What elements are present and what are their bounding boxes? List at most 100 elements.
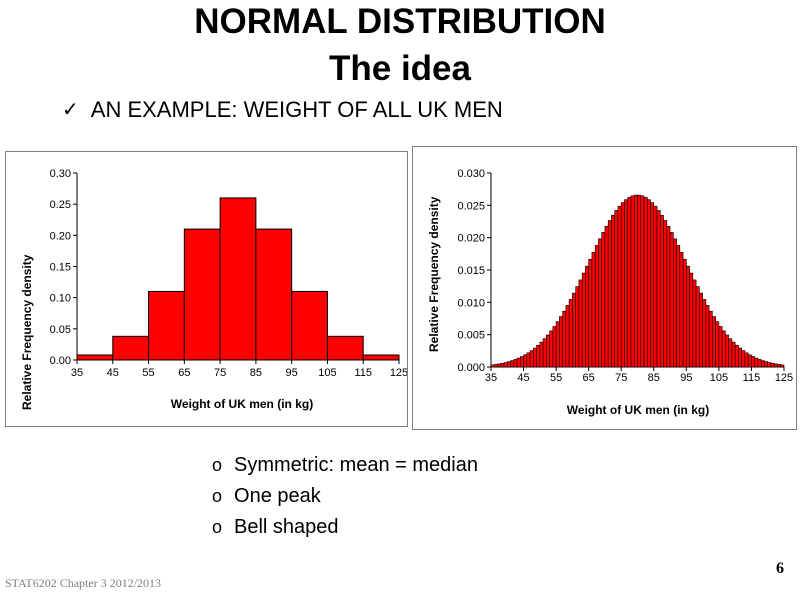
distribution-bar [552, 326, 557, 368]
distribution-bar [705, 305, 710, 368]
distribution-bar [669, 232, 674, 368]
properties-list: o Symmetric: mean = median o One peak o … [212, 450, 478, 543]
distribution-bar [506, 361, 511, 368]
distribution-bar [493, 364, 498, 368]
slide-subtitle: The idea [329, 49, 471, 88]
histogram-bar [183, 228, 221, 361]
distribution-bar [689, 272, 694, 368]
distribution-bar [549, 330, 554, 368]
distribution-bar [578, 279, 583, 368]
distribution-bar [764, 361, 769, 368]
distribution-bar [601, 232, 606, 368]
distribution-bar [650, 202, 655, 368]
distribution-bar [533, 347, 537, 368]
x-tick-label: 45 [107, 367, 119, 379]
distribution-bar [555, 321, 560, 368]
histogram-bar [291, 290, 328, 361]
distribution-bar [741, 350, 746, 368]
y-tick-label: 0.10 [50, 293, 71, 305]
x-tick-label: 95 [286, 367, 298, 379]
list-item: o Bell shaped [212, 512, 478, 543]
y-tick-label: 0.15 [50, 262, 71, 274]
x-tick-label: 125 [390, 367, 407, 379]
distribution-bar [715, 321, 720, 368]
distribution-bar [708, 310, 713, 368]
distribution-bar [637, 194, 642, 368]
normal-curve-chart-panel: 0.000 0.005 0.010 0.015 0.020 0.025 0.030 35 45 5… [412, 146, 797, 430]
x-tick-label: 105 [710, 372, 728, 384]
distribution-bar [731, 341, 736, 368]
distribution-bar [718, 326, 723, 368]
y-tick-label: 0.020 [457, 233, 485, 245]
distribution-bar [546, 334, 550, 368]
y-tick-label: 0.20 [50, 230, 71, 242]
slide-title: NORMAL DISTRIBUTION [194, 2, 606, 41]
distribution-bar [773, 363, 778, 368]
x-tick-label: 125 [775, 372, 793, 384]
x-tick-label: 85 [648, 372, 660, 384]
y-tick-label: 0.30 [50, 168, 71, 180]
distribution-bar [734, 344, 739, 368]
distribution-bar [686, 265, 690, 368]
distribution-bar [728, 338, 733, 368]
x-tick-label: 55 [550, 372, 562, 384]
x-tick-label: 85 [250, 367, 262, 379]
bullet-marker: o [212, 486, 223, 506]
bullet-marker: o [212, 517, 223, 537]
distribution-bar [572, 292, 576, 368]
x-tick-label: 105 [318, 367, 336, 379]
distribution-bar [523, 354, 528, 368]
distribution-bar [780, 364, 785, 368]
x-tick-label: 65 [178, 367, 190, 379]
distribution-bar [630, 195, 635, 368]
histogram-chart-panel: 0.00 0.05 0.10 0.15 0.20 0.25 0.30 35 45 55 65 75 85… [5, 151, 408, 427]
distribution-bar [676, 245, 681, 368]
distribution-bar [695, 286, 700, 368]
normal-curve-chart: 0.000 0.005 0.010 0.015 0.020 0.025 0.030 35 45 5… [427, 168, 793, 417]
y-tick-label: 0.25 [50, 199, 71, 211]
check-icon: ✓ [62, 99, 79, 121]
distribution-bar [565, 305, 570, 368]
histogram-bar [219, 197, 257, 361]
distribution-bar [659, 214, 664, 368]
distribution-bar [620, 202, 625, 368]
y-tick-label: 0.000 [457, 362, 485, 374]
x-axis-label: Weight of UK men (in kg) [171, 397, 313, 411]
distribution-bar [725, 334, 729, 368]
distribution-bar [712, 316, 716, 368]
distribution-bar [503, 362, 508, 368]
distribution-bar [588, 258, 593, 368]
distribution-bar [562, 310, 567, 368]
list-item: o One peak [212, 481, 478, 512]
histogram-bar [255, 228, 293, 361]
bullet-text: Symmetric: mean = median [234, 454, 478, 476]
x-tick-label: 75 [615, 372, 627, 384]
x-tick-label: 35 [71, 367, 83, 379]
distribution-bar [607, 220, 612, 368]
x-tick-label: 115 [743, 372, 761, 384]
distribution-bar [721, 330, 726, 368]
distribution-bar [633, 194, 638, 368]
distribution-bar [767, 362, 772, 368]
distribution-bar [575, 286, 580, 368]
distribution-bar [585, 265, 589, 368]
x-tick-label: 35 [485, 372, 497, 384]
distribution-bar [744, 352, 749, 368]
y-tick-label: 0.05 [50, 324, 71, 336]
example-label: AN EXAMPLE: WEIGHT OF ALL UK MEN [90, 97, 503, 122]
distribution-bar [614, 210, 619, 368]
y-tick-label: 0.030 [457, 168, 485, 180]
y-tick-label: 0.00 [50, 355, 71, 367]
histogram-bar [76, 354, 114, 361]
distribution-bar [539, 341, 544, 368]
x-tick-label: 45 [517, 372, 529, 384]
list-item: o Symmetric: mean = median [212, 450, 478, 481]
distribution-bar [653, 205, 658, 368]
distribution-bar [770, 362, 775, 368]
distribution-bar [702, 299, 707, 368]
distribution-bar [559, 316, 563, 368]
distribution-bar [510, 360, 515, 368]
distribution-bar [594, 245, 599, 368]
distribution-bar [656, 210, 661, 368]
histogram-bar [148, 290, 185, 361]
